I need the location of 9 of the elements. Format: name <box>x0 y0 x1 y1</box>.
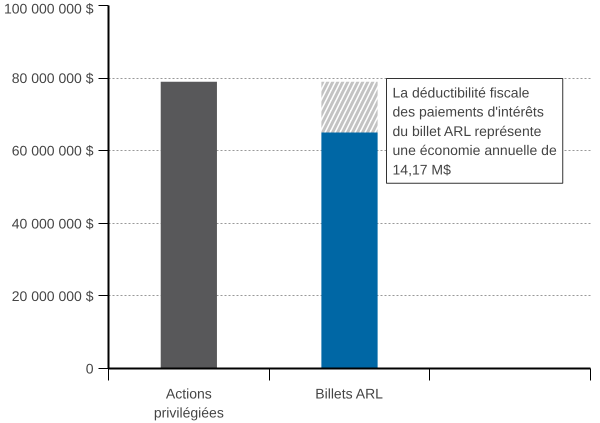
x-tick-label: Actions privilégiées <box>154 386 224 421</box>
y-tick-label: 20 000 000 $ <box>12 288 94 304</box>
x-tick-label: Billets ARL <box>315 386 384 402</box>
annotation: La déductibilité fiscale des paiements d'intérêts du billet ARL représente une économie annuelle de 14,17 M$ <box>392 84 557 178</box>
y-tick-label: 100 000 000 $ <box>4 0 94 16</box>
y-tick-label: 80 000 000 $ <box>12 70 94 86</box>
y-tick-label: 60 000 000 $ <box>12 142 94 159</box>
y-tick-label: 0 <box>86 360 94 376</box>
y-tick-label: 40 000 000 $ <box>12 215 94 232</box>
